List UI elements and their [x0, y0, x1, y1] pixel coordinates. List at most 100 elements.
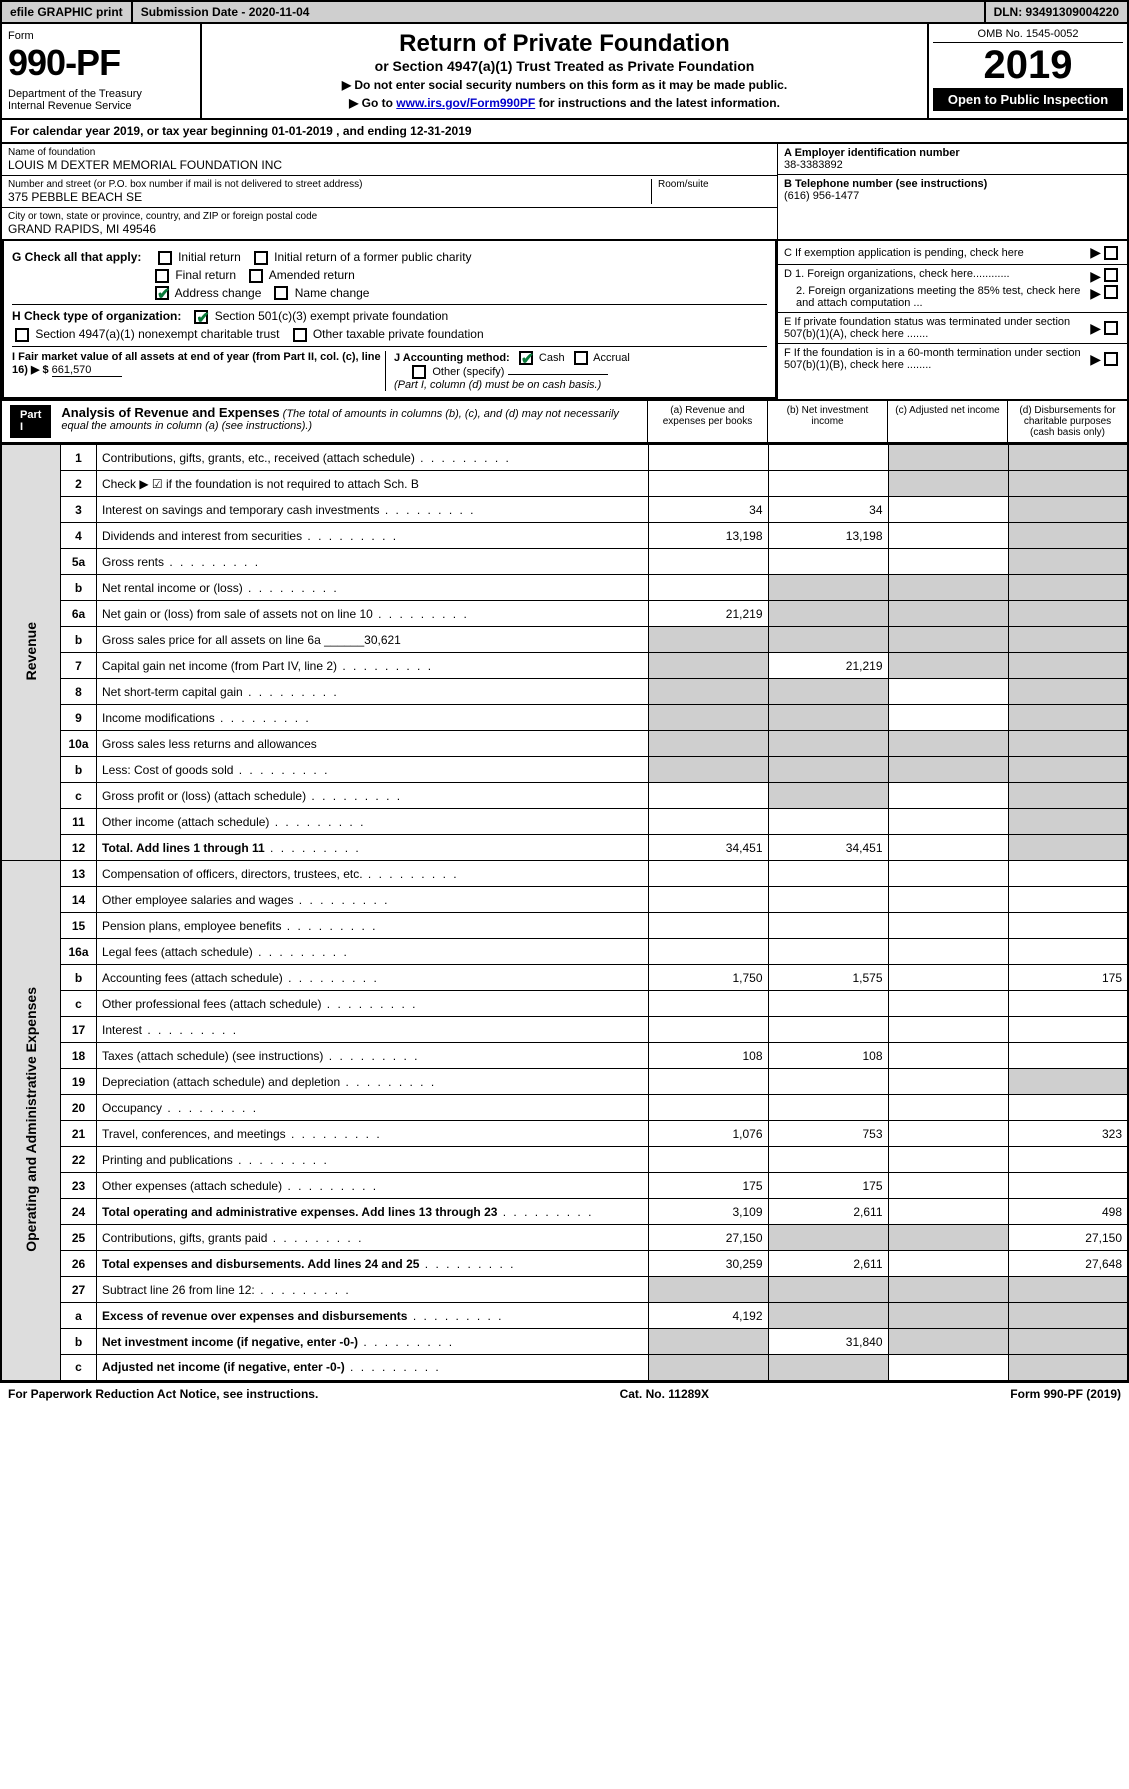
amount-cell — [888, 1095, 1008, 1121]
amount-cell — [1008, 939, 1128, 965]
footer-mid: Cat. No. 11289X — [620, 1387, 709, 1401]
form-header: Form 990-PF Department of the Treasury I… — [0, 24, 1129, 120]
efile-label: efile GRAPHIC print — [2, 2, 133, 22]
amended-checkbox[interactable] — [249, 269, 263, 283]
amount-cell — [888, 1043, 1008, 1069]
line-description: Gross sales less returns and allowances — [97, 731, 649, 757]
amount-cell — [1008, 1329, 1128, 1355]
line-number: c — [61, 1355, 97, 1381]
line-description: Pension plans, employee benefits — [97, 913, 649, 939]
table-row: 3Interest on savings and temporary cash … — [1, 497, 1128, 523]
line-description: Other professional fees (attach schedule… — [97, 991, 649, 1017]
amount-cell — [648, 705, 768, 731]
table-row: 14Other employee salaries and wages — [1, 887, 1128, 913]
amount-cell — [1008, 705, 1128, 731]
amount-cell: 27,648 — [1008, 1251, 1128, 1277]
d1-checkbox[interactable] — [1104, 268, 1118, 282]
amount-cell — [888, 627, 1008, 653]
amount-cell — [768, 991, 888, 1017]
line-description: Other employee salaries and wages — [97, 887, 649, 913]
other-method-checkbox[interactable] — [412, 365, 426, 379]
amount-cell — [888, 1199, 1008, 1225]
amount-cell: 175 — [768, 1173, 888, 1199]
amount-cell — [1008, 1355, 1128, 1381]
irs-link[interactable]: www.irs.gov/Form990PF — [396, 96, 535, 110]
amount-cell — [888, 1355, 1008, 1381]
line-number: 13 — [61, 861, 97, 887]
line-number: 23 — [61, 1173, 97, 1199]
amount-cell — [888, 887, 1008, 913]
amount-cell — [1008, 783, 1128, 809]
expenses-side-label: Operating and Administrative Expenses — [1, 861, 61, 1381]
amount-cell — [648, 783, 768, 809]
f-checkbox[interactable] — [1104, 352, 1118, 366]
line-number: b — [61, 757, 97, 783]
line-description: Interest — [97, 1017, 649, 1043]
amount-cell — [888, 679, 1008, 705]
table-row: 9Income modifications — [1, 705, 1128, 731]
line-description: Occupancy — [97, 1095, 649, 1121]
accrual-checkbox[interactable] — [574, 351, 588, 365]
501c3-checkbox[interactable] — [194, 310, 208, 324]
col-b-header: (b) Net investment income — [767, 401, 887, 442]
amount-cell — [1008, 471, 1128, 497]
col-c-header: (c) Adjusted net income — [887, 401, 1007, 442]
name-change-checkbox[interactable] — [274, 286, 288, 300]
final-checkbox[interactable] — [155, 269, 169, 283]
amount-cell — [768, 757, 888, 783]
address-change-checkbox[interactable] — [155, 286, 169, 300]
entity-info: Name of foundation LOUIS M DEXTER MEMORI… — [0, 144, 1129, 241]
table-row: bNet rental income or (loss) — [1, 575, 1128, 601]
table-row: Operating and Administrative Expenses13C… — [1, 861, 1128, 887]
e-checkbox[interactable] — [1104, 321, 1118, 335]
table-row: bGross sales price for all assets on lin… — [1, 627, 1128, 653]
amount-cell — [648, 757, 768, 783]
line-number: 3 — [61, 497, 97, 523]
amount-cell — [768, 1017, 888, 1043]
amount-cell — [648, 1355, 768, 1381]
c-checkbox[interactable] — [1104, 246, 1118, 260]
4947-checkbox[interactable] — [15, 328, 29, 342]
initial-former-checkbox[interactable] — [254, 251, 268, 265]
amount-cell — [648, 549, 768, 575]
part1-header: Part I Analysis of Revenue and Expenses … — [0, 401, 1129, 444]
line-description: Total expenses and disbursements. Add li… — [97, 1251, 649, 1277]
line-description: Net investment income (if negative, ente… — [97, 1329, 649, 1355]
amount-cell: 753 — [768, 1121, 888, 1147]
initial-checkbox[interactable] — [158, 251, 172, 265]
top-bar: efile GRAPHIC print Submission Date - 20… — [0, 0, 1129, 24]
line-number: 19 — [61, 1069, 97, 1095]
amount-cell — [768, 913, 888, 939]
city-label: City or town, state or province, country… — [8, 211, 771, 222]
name-label: Name of foundation — [8, 147, 771, 158]
amount-cell — [888, 497, 1008, 523]
amount-cell — [768, 601, 888, 627]
amount-cell: 34,451 — [648, 835, 768, 861]
amount-cell — [888, 1173, 1008, 1199]
amount-cell — [888, 991, 1008, 1017]
amount-cell — [648, 1095, 768, 1121]
amount-cell — [1008, 523, 1128, 549]
amount-cell: 3,109 — [648, 1199, 768, 1225]
cash-checkbox[interactable] — [519, 351, 533, 365]
amount-cell — [768, 575, 888, 601]
line-number: 15 — [61, 913, 97, 939]
line-description: Net gain or (loss) from sale of assets n… — [97, 601, 649, 627]
other-taxable-checkbox[interactable] — [293, 328, 307, 342]
line-description: Net rental income or (loss) — [97, 575, 649, 601]
amount-cell — [768, 887, 888, 913]
d2-checkbox[interactable] — [1104, 285, 1118, 299]
line-number: 11 — [61, 809, 97, 835]
amount-cell — [648, 575, 768, 601]
amount-cell — [648, 1277, 768, 1303]
amount-cell — [648, 991, 768, 1017]
amount-cell: 2,611 — [768, 1199, 888, 1225]
amount-cell — [888, 913, 1008, 939]
line-description: Other expenses (attach schedule) — [97, 1173, 649, 1199]
amount-cell: 323 — [1008, 1121, 1128, 1147]
line-number: 22 — [61, 1147, 97, 1173]
table-row: aExcess of revenue over expenses and dis… — [1, 1303, 1128, 1329]
amount-cell — [648, 627, 768, 653]
amount-cell: 27,150 — [648, 1225, 768, 1251]
amount-cell — [648, 861, 768, 887]
